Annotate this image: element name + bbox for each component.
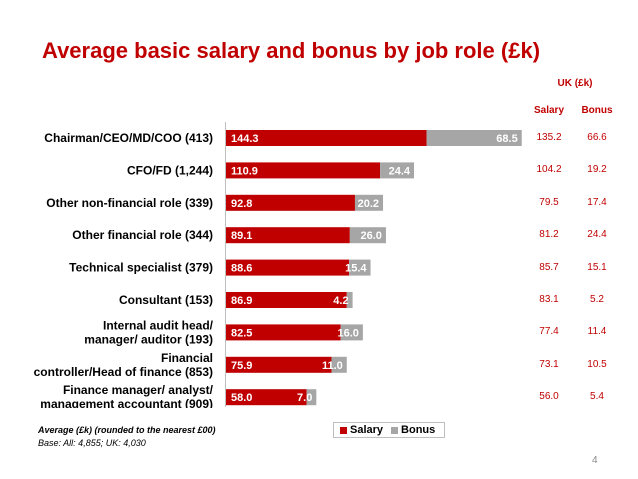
uk-bonus-value: 5.2 bbox=[590, 294, 604, 305]
label-salary: 88.6 bbox=[231, 263, 252, 275]
uk-bonus-value: 66.6 bbox=[587, 132, 607, 143]
category-label: Financial controller/Head of finance (853… bbox=[34, 351, 213, 379]
label-bonus: 24.4 bbox=[389, 165, 411, 177]
bar-bonus bbox=[380, 162, 415, 179]
bar-salary bbox=[226, 162, 381, 179]
label-bonus: 11.0 bbox=[322, 360, 343, 372]
bar-salary bbox=[226, 324, 341, 341]
uk-bonus-value: 24.4 bbox=[587, 229, 607, 241]
bar-bonus bbox=[426, 130, 522, 146]
category-label: Technical specialist (379) bbox=[69, 261, 213, 275]
uk-salary-header: Salary bbox=[533, 105, 565, 116]
legend-label-bonus: Bonus bbox=[401, 424, 436, 436]
average-note: Average (£k) (rounded to the nearest £00… bbox=[38, 425, 216, 435]
bar-salary bbox=[226, 227, 350, 244]
bar-bonus bbox=[340, 324, 363, 341]
label-bonus: 68.5 bbox=[496, 133, 517, 145]
chart-legend: Salary Bonus bbox=[333, 422, 445, 438]
uk-bonus-value: 11.4 bbox=[587, 326, 607, 338]
label-salary: 82.5 bbox=[231, 327, 252, 339]
label-bonus: 20.2 bbox=[358, 198, 379, 210]
uk-bonus-value: 5.4 bbox=[590, 391, 604, 403]
uk-salary-value: 77.4 bbox=[539, 326, 559, 338]
category-label: Internal audit head/manager/ auditor (19… bbox=[84, 318, 213, 346]
uk-salary-value: 83.1 bbox=[539, 294, 559, 305]
category-label: CFO/FD (1,244) bbox=[127, 163, 213, 177]
uk-salary-value: 56.0 bbox=[539, 391, 559, 403]
uk-bonus-header: Bonus bbox=[581, 105, 613, 116]
bar-salary bbox=[226, 389, 307, 406]
label-salary: 89.1 bbox=[231, 230, 252, 242]
uk-salary-value: 79.5 bbox=[539, 196, 559, 208]
category-label: Other financial role (344) bbox=[72, 228, 213, 242]
uk-salary-value: 81.2 bbox=[539, 229, 559, 241]
bar-salary bbox=[226, 194, 355, 211]
category-label: Other non-financial role (339) bbox=[46, 196, 213, 210]
category-axis-line bbox=[225, 122, 226, 407]
bar-bonus bbox=[349, 259, 371, 276]
uk-bonus-value: 10.5 bbox=[587, 358, 607, 370]
legend-label-salary: Salary bbox=[350, 424, 384, 436]
label-bonus: 15.4 bbox=[345, 263, 367, 275]
uk-column-header: UK (£k) bbox=[557, 78, 593, 89]
label-bonus: 4.2 bbox=[333, 295, 348, 307]
uk-salary-value: 135.2 bbox=[536, 132, 562, 143]
label-bonus: 26.0 bbox=[361, 230, 382, 242]
bar-salary bbox=[226, 259, 350, 276]
label-bonus: 16.0 bbox=[337, 327, 358, 339]
page-number: 4 bbox=[592, 455, 598, 466]
uk-salary-value: 104.2 bbox=[536, 164, 562, 176]
category-label: Finance manager/ analyst/management acco… bbox=[40, 383, 213, 408]
label-salary: 75.9 bbox=[231, 360, 252, 372]
bar-bonus bbox=[306, 389, 317, 406]
label-salary: 92.8 bbox=[231, 198, 252, 210]
base-note: Base: All: 4,855; UK: 4,030 bbox=[38, 438, 146, 448]
bar-salary bbox=[226, 130, 427, 146]
legend-swatch-bonus bbox=[391, 426, 399, 434]
slide-title: Average basic salary and bonus by job ro… bbox=[42, 38, 541, 63]
legend-item-bonus: Bonus bbox=[391, 424, 435, 436]
uk-salary-value: 85.7 bbox=[539, 261, 559, 273]
label-salary: 110.9 bbox=[231, 165, 258, 177]
bar-bonus bbox=[331, 356, 347, 373]
bar-bonus bbox=[349, 227, 386, 244]
label-salary: 58.0 bbox=[231, 392, 252, 404]
uk-bonus-value: 17.4 bbox=[587, 196, 607, 208]
bar-salary bbox=[226, 356, 332, 373]
category-label: Chairman/CEO/MD/COO (413) bbox=[44, 131, 213, 145]
uk-bonus-value: 19.2 bbox=[587, 164, 607, 176]
bar-salary bbox=[226, 292, 347, 308]
uk-salary-value: 73.1 bbox=[539, 358, 559, 370]
category-label: Consultant (153) bbox=[119, 293, 213, 307]
label-salary: 144.3 bbox=[231, 133, 259, 145]
bar-bonus bbox=[346, 292, 353, 308]
salary-bonus-bar-chart: 144.3 68.5 Chairman/CEO/MD/COO (413) 110.9 2… bbox=[34, 130, 522, 408]
uk-bonus-value: 15.1 bbox=[587, 261, 607, 273]
label-bonus: 7.0 bbox=[297, 392, 312, 404]
legend-item-salary: Salary bbox=[340, 424, 383, 436]
legend-swatch-salary bbox=[340, 426, 347, 434]
bar-bonus bbox=[354, 194, 384, 211]
label-salary: 86.9 bbox=[231, 295, 252, 307]
